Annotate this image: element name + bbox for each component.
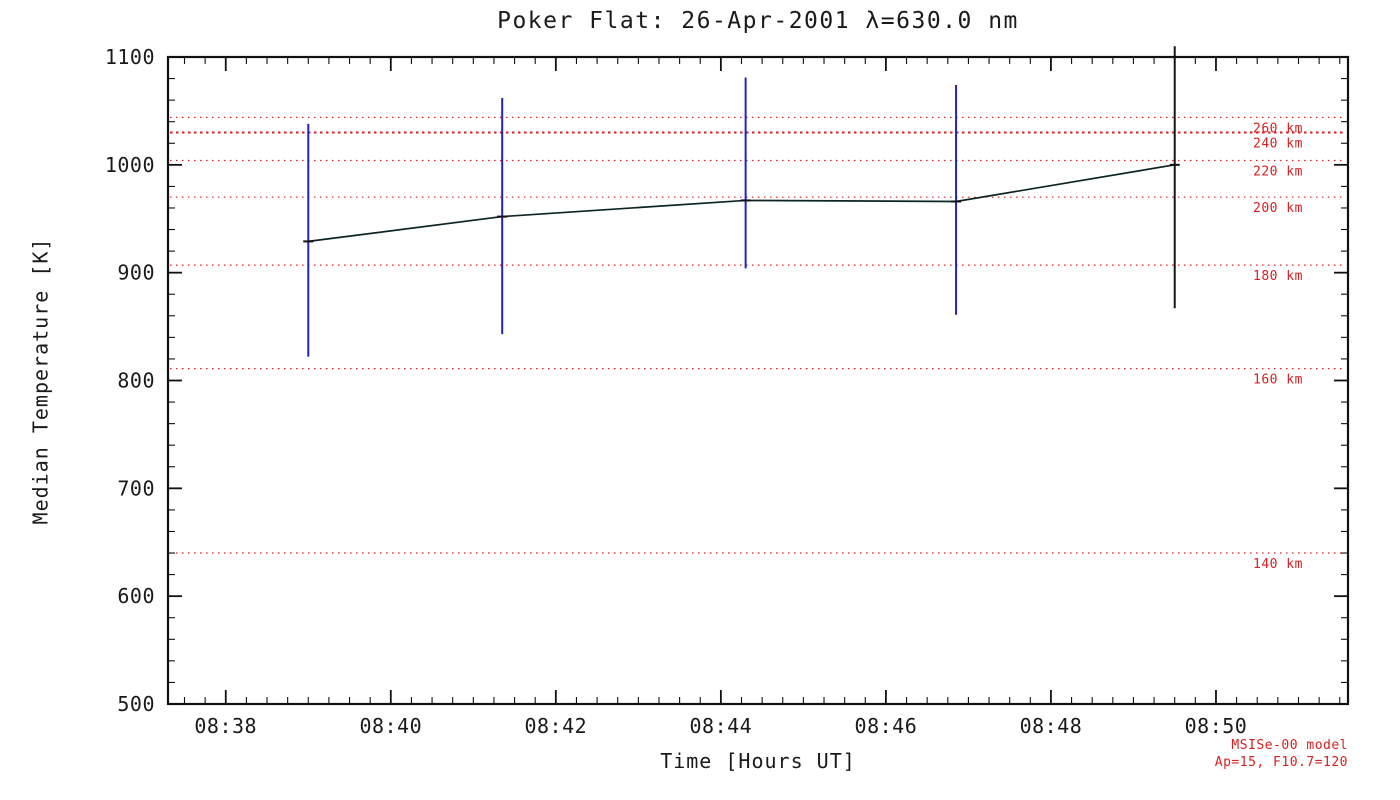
x-tick-label: 08:48: [1020, 714, 1083, 738]
y-tick-label: 1100: [105, 45, 155, 69]
msis-model-annotation: MSISe-00 model: [1231, 738, 1348, 753]
y-tick-label: 500: [117, 692, 155, 716]
x-tick-label: 08:38: [194, 714, 257, 738]
y-tick-label: 800: [117, 369, 155, 393]
ref-label-140-km: 140 km: [1253, 557, 1303, 572]
ref-label-200-km: 200 km: [1253, 201, 1303, 216]
ref-label-260-km: 260 km: [1253, 121, 1303, 136]
ref-label-220-km: 220 km: [1253, 165, 1303, 180]
geophysical-indices-annotation: Ap=15, F10.7=120: [1214, 755, 1348, 770]
x-axis-title: Time [Hours UT]: [660, 749, 856, 773]
y-tick-label: 900: [117, 261, 155, 285]
x-tick-label: 08:42: [524, 714, 587, 738]
y-tick-label: 700: [117, 476, 155, 500]
axis-ticks: 500 600 700 800 900 1000 1100 08:38 08:40 08:42 08…: [105, 45, 1348, 738]
ref-label-180-km: 180 km: [1253, 269, 1303, 284]
y-axis-title: Median Temperature [K]: [28, 237, 52, 524]
plot-frame: [166, 55, 1350, 706]
y-tick-label: 600: [117, 584, 155, 608]
ref-label-160-km: 160 km: [1253, 373, 1303, 388]
data-point-markers: [303, 163, 1180, 243]
y-tick-label: 1000: [105, 153, 155, 177]
x-tick-label: 08:46: [855, 714, 918, 738]
median-temperature-line: [308, 163, 1175, 243]
y-axis-title-wrap: Median Temperature [K]: [18, 57, 62, 704]
chart-title: Poker Flat: 26-Apr-2001 λ=630.0 nm: [497, 8, 1019, 34]
ref-label-240-km: 240 km: [1253, 136, 1303, 151]
x-tick-label: 08:40: [359, 714, 422, 738]
x-tick-label: 08:44: [690, 714, 753, 738]
x-tick-label: 08:50: [1185, 714, 1248, 738]
